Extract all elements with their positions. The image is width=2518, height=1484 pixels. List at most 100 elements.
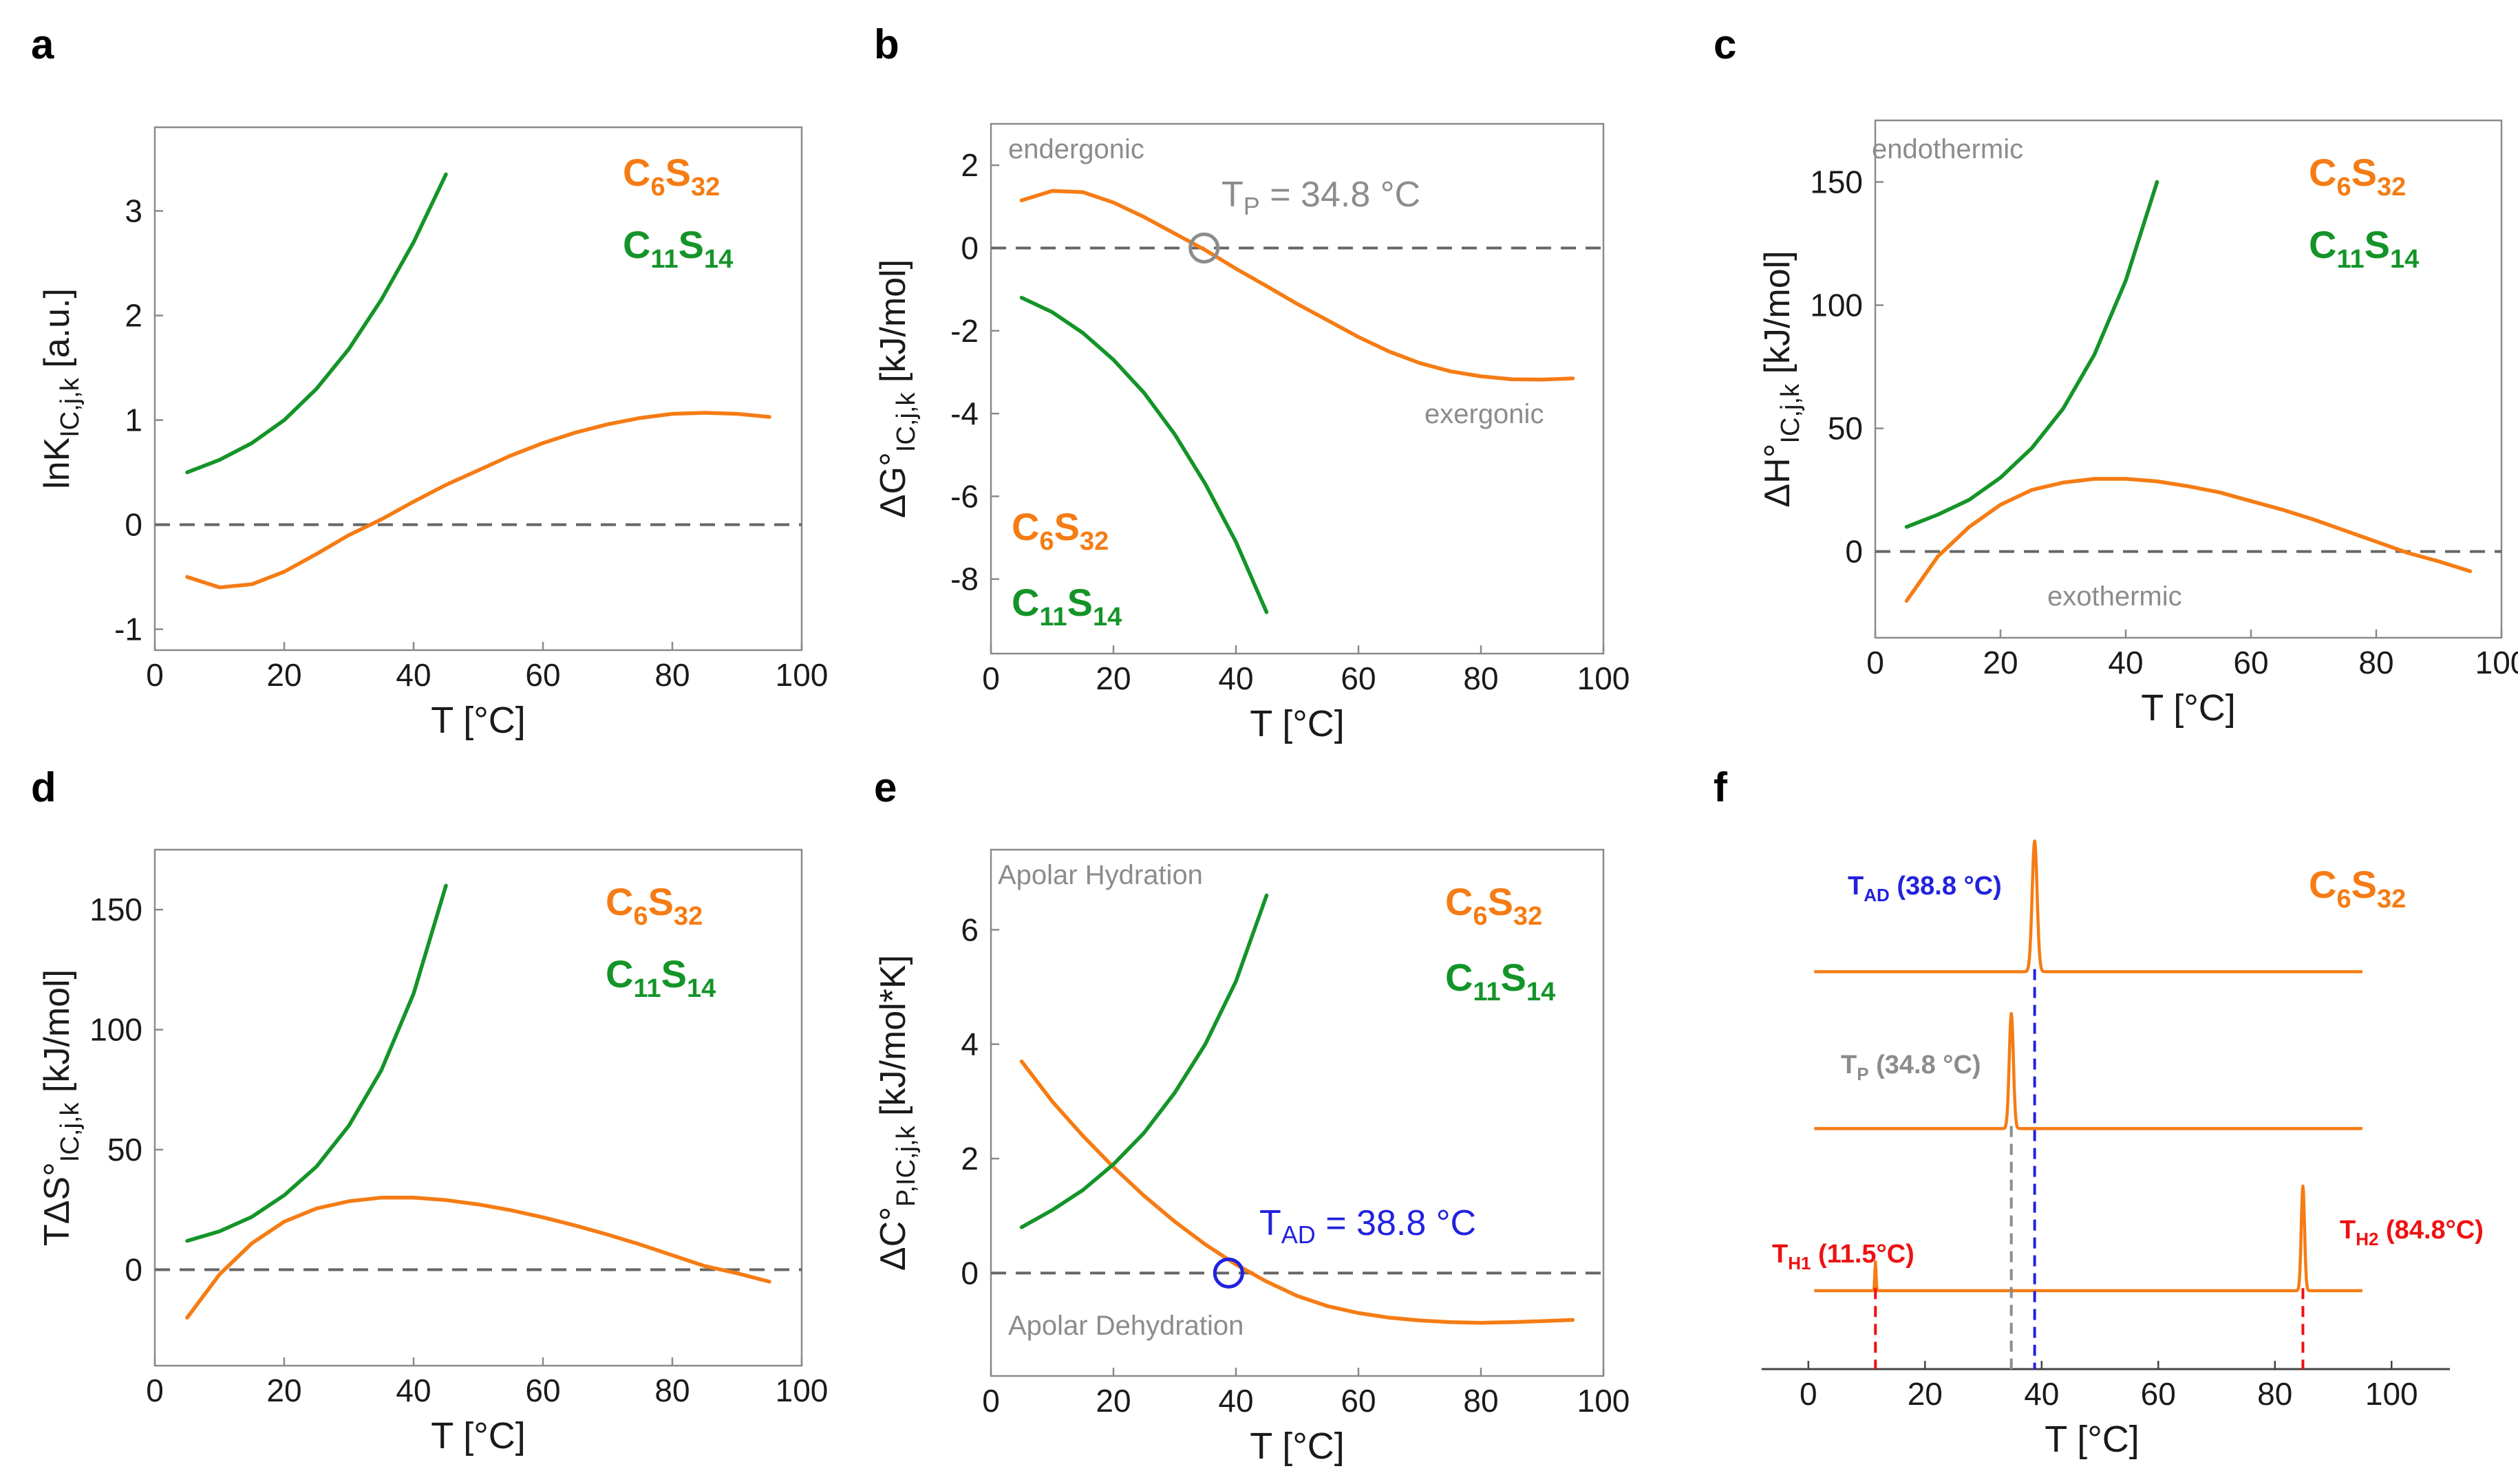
legend-c11-sub2: 14 <box>687 974 716 1003</box>
annotation-tad: TAD = 38.8 °C <box>1259 1203 1476 1249</box>
legend-c6-mid: S <box>2351 151 2377 194</box>
y-axis-label: lnKIC,j,k [a.u.] <box>37 288 85 489</box>
legend-c6-mid: S <box>1054 505 1080 548</box>
series-line-C6S32 <box>1904 477 2473 603</box>
y-axis-label-subscript: IC,j,k <box>56 1102 85 1163</box>
y-axis-label: TΔS°IC,j,k [kJ/mol] <box>37 969 85 1246</box>
panel-letter-e: e <box>874 764 897 810</box>
x-tick-label: 40 <box>396 657 431 693</box>
x-tick-label: 0 <box>146 657 164 693</box>
x-tick-label: 0 <box>1866 645 1884 680</box>
x-axis-label: T [°C] <box>2045 1419 2140 1460</box>
y-tick-label: -6 <box>950 478 979 514</box>
tp-main: T <box>1221 175 1244 215</box>
x-tick-label: 60 <box>1341 1383 1376 1419</box>
legend-c11-base: C <box>1445 956 1473 999</box>
y-axis-label-main: lnK <box>37 437 77 488</box>
legend-c6-sub: 6 <box>633 902 648 931</box>
y-axis-label-unit: [kJ/mol] <box>873 259 913 393</box>
x-axis-label: T [°C] <box>431 1415 526 1456</box>
y-tick-label: 2 <box>125 298 142 334</box>
x-axis-label: T [°C] <box>1250 1426 1345 1467</box>
annotation-exothermic: exothermic <box>2047 581 2182 612</box>
legend-c11-sub: 11 <box>650 245 678 274</box>
legend-c6-base: C <box>606 880 633 923</box>
y-axis-label-subscript: IC,j,k <box>1776 383 1805 444</box>
plot-frame-d <box>153 848 803 1367</box>
legend-c6-mid: S <box>648 880 674 923</box>
x-tick-label: 40 <box>2108 645 2143 680</box>
y-tick-label: 1 <box>125 402 142 438</box>
dsc-trace-top <box>1813 839 2364 974</box>
peak-label-h2: TH2 (84.8°C) <box>2340 1216 2484 1249</box>
x-tick-label: 40 <box>2024 1376 2059 1412</box>
y-tick-label: 0 <box>125 507 142 543</box>
legend-c11-sub2: 14 <box>704 245 733 274</box>
legend-entry-c6s32: C6S32 <box>623 151 720 202</box>
y-axis-label-subscript: IC,j,k <box>56 377 85 438</box>
y-axis-label: ΔC°P,IC,j,k [kJ/mol*K] <box>873 955 921 1271</box>
annotation-endergonic: endergonic <box>1008 134 1144 164</box>
tp-tail: = 34.8 °C <box>1260 175 1420 215</box>
annotation-tp: TP = 34.8 °C <box>1221 175 1420 220</box>
panel-letter-a: a <box>31 21 54 67</box>
x-tick-label: 0 <box>146 1373 164 1408</box>
legend-c11-sub: 11 <box>1473 978 1500 1007</box>
annotation-apolar-dehydration: Apolar Dehydration <box>1008 1311 1244 1341</box>
annotation-exergonic: exergonic <box>1425 399 1544 429</box>
legend-c11-sub2: 14 <box>1093 603 1122 632</box>
x-tick-label: 40 <box>1218 660 1253 696</box>
y-tick-label: 0 <box>961 230 979 266</box>
x-axis-label: T [°C] <box>431 700 526 741</box>
x-tick-label: 80 <box>654 657 690 693</box>
y-tick-label: 150 <box>89 892 142 927</box>
legend-c6-mid: S <box>665 151 691 194</box>
x-tick-label: 80 <box>1463 1383 1498 1419</box>
y-tick-label: 0 <box>1845 534 1863 570</box>
tp-marker-circle <box>1188 232 1220 264</box>
plot-frame-e <box>990 848 1605 1377</box>
x-tick-label: 60 <box>1341 660 1376 696</box>
x-tick-label: 100 <box>1577 1383 1630 1419</box>
peak-label-sub: P <box>1857 1064 1868 1084</box>
legend-entry-c6s32: C6S32 <box>2309 151 2406 202</box>
y-tick-label: 6 <box>961 912 979 947</box>
y-tick-label: -8 <box>950 561 979 597</box>
peak-label-tail: (38.8 °C) <box>1890 872 2002 901</box>
y-axis-label-unit: [kJ/mol*K] <box>873 955 913 1126</box>
peak-label-main: T <box>1772 1240 1788 1269</box>
legend-c11-mid: S <box>1501 956 1526 999</box>
legend-c6-mid: S <box>2351 863 2377 906</box>
tp-sub: P <box>1244 192 1260 220</box>
y-axis-label-subscript: P,IC,j,k <box>892 1125 921 1207</box>
panel-letter-d: d <box>31 764 56 810</box>
panel-letter-c: c <box>1714 21 1736 67</box>
y-tick-label: -4 <box>950 396 979 431</box>
tad-tail: = 38.8 °C <box>1316 1203 1476 1243</box>
legend-c6-base: C <box>1012 505 1039 548</box>
legend-c6-sub2: 32 <box>691 173 720 202</box>
y-axis-label-unit: [a.u.] <box>37 288 77 378</box>
x-tick-label: 20 <box>1096 660 1131 696</box>
x-tick-label: 0 <box>1800 1376 1817 1412</box>
series-line-C6S32 <box>1019 189 1575 382</box>
tad-marker-circle <box>1213 1257 1244 1289</box>
y-tick-label: 2 <box>961 1141 979 1176</box>
y-tick-label: 100 <box>1810 288 1863 323</box>
legend-c11-sub: 11 <box>1039 603 1067 632</box>
x-axis-label: T [°C] <box>2141 687 2236 729</box>
x-tick-label: 80 <box>2257 1376 2292 1412</box>
x-tick-label: 20 <box>266 657 301 693</box>
legend-c11-sub2: 14 <box>2390 245 2419 274</box>
y-axis-label-unit: [kJ/mol] <box>37 969 77 1103</box>
legend-c6-base: C <box>1445 880 1473 923</box>
x-tick-label: 0 <box>982 660 1000 696</box>
y-axis-label-subscript: IC,j,k <box>892 392 921 453</box>
legend-c6-sub2: 32 <box>1080 527 1109 556</box>
panel-b: b 0 20 40 60 80 100 -8 -6 -4 -2 0 2 T [°C] ΔG°IC,j,k [… <box>873 21 1630 744</box>
peak-label-main: T <box>2340 1216 2356 1245</box>
dsc-trace-bottom <box>1813 1184 2364 1293</box>
legend-c6-sub: 6 <box>1473 902 1487 931</box>
x-tick-label: 100 <box>1577 660 1630 696</box>
